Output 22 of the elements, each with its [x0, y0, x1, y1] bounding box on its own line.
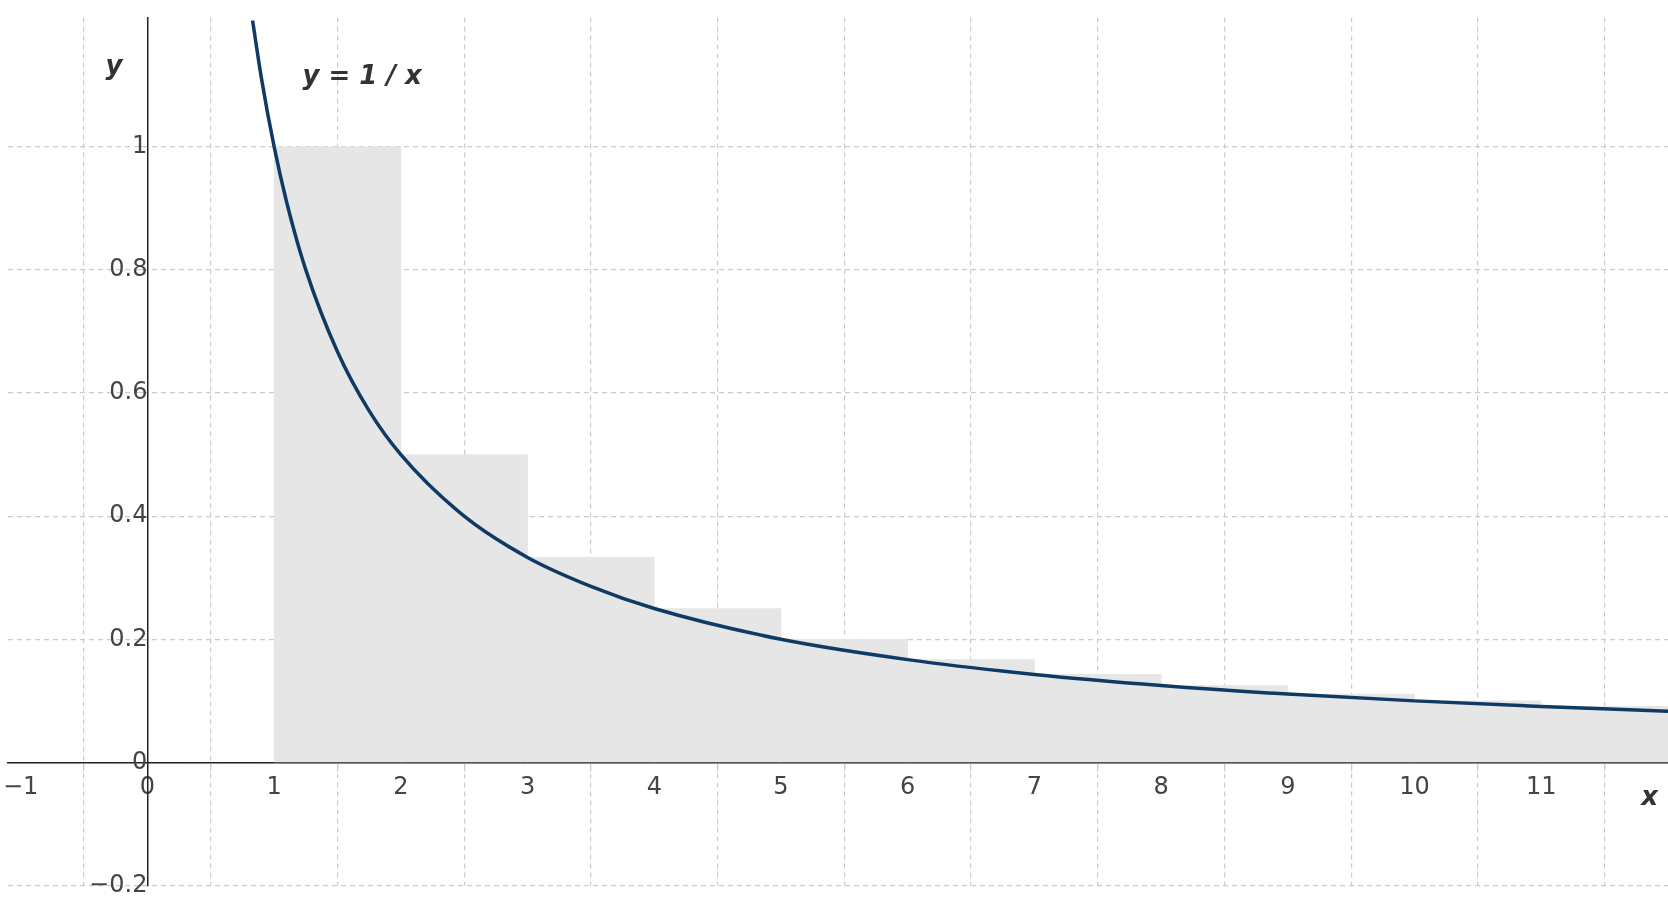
x-tick-label: 7 [1026, 772, 1043, 801]
x-tick-label: 5 [773, 772, 789, 801]
y-tick-label: 0.6 [109, 377, 148, 406]
x-tick-label: 2 [393, 772, 409, 801]
line-series [250, 18, 1668, 714]
x-tick-label: 8 [1153, 772, 1169, 801]
x-tick-label: 1 [266, 772, 282, 801]
y-tick-label: 0.2 [109, 623, 148, 652]
x-tick-label: 10 [1399, 772, 1430, 801]
y-tick-label: 0.4 [109, 500, 148, 529]
x-axis-title: x [1639, 781, 1660, 812]
x-tick-label: 11 [1526, 772, 1557, 801]
x-tick-label: 9 [1280, 772, 1296, 801]
x-tick-label: −1 [2, 772, 39, 801]
annotation: y = 1 / x [302, 60, 423, 91]
y-tick-label: 1 [132, 130, 148, 159]
y-tick-label: −0.2 [89, 869, 148, 898]
x-tick-label: 6 [900, 772, 916, 801]
x-tick-label: 3 [519, 772, 536, 801]
x-tick-label: 4 [646, 772, 662, 801]
y-axis-title: y [105, 50, 124, 81]
y-tick-label: 0.8 [109, 254, 148, 283]
